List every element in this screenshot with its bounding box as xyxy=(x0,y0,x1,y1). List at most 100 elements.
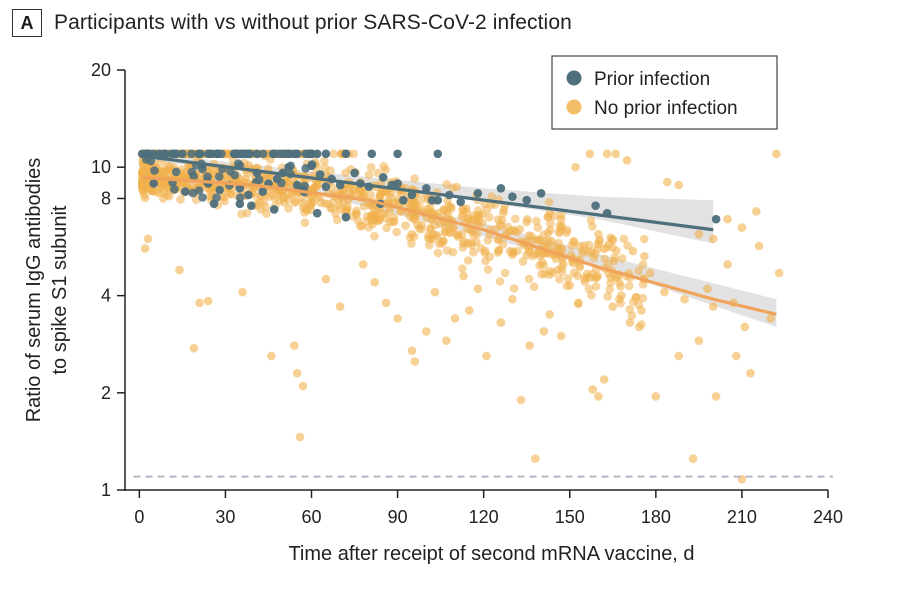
point-no-prior xyxy=(556,331,566,341)
point-no-prior xyxy=(140,244,150,253)
point-no-prior xyxy=(442,246,452,255)
point-no-prior xyxy=(605,285,614,294)
point-no-prior xyxy=(227,190,236,199)
point-prior xyxy=(350,168,359,178)
point-prior xyxy=(235,184,245,193)
point-prior xyxy=(235,199,245,209)
point-no-prior xyxy=(485,213,494,222)
point-no-prior xyxy=(401,221,410,230)
point-no-prior xyxy=(515,224,525,234)
point-prior xyxy=(422,184,431,193)
point-no-prior xyxy=(426,224,435,233)
point-no-prior xyxy=(381,165,390,175)
point-no-prior xyxy=(417,195,426,205)
point-no-prior xyxy=(137,168,147,177)
point-prior xyxy=(341,149,351,159)
point-prior xyxy=(188,188,198,198)
point-no-prior xyxy=(382,223,392,233)
point-no-prior xyxy=(740,322,750,332)
x-axis-title: Time after receipt of second mRNA vaccin… xyxy=(288,543,694,565)
point-no-prior xyxy=(424,240,434,250)
point-no-prior xyxy=(531,454,540,464)
point-no-prior xyxy=(238,287,247,297)
point-no-prior xyxy=(351,209,361,218)
point-prior xyxy=(209,199,219,209)
point-no-prior xyxy=(516,395,526,405)
point-no-prior xyxy=(320,156,329,166)
legend-marker-prior xyxy=(566,70,582,86)
point-prior xyxy=(312,208,322,218)
point-no-prior xyxy=(637,306,646,315)
point-no-prior xyxy=(569,268,579,277)
point-no-prior xyxy=(554,228,564,238)
point-no-prior xyxy=(299,203,308,212)
point-no-prior xyxy=(335,302,345,311)
point-no-prior xyxy=(435,219,445,229)
point-no-prior xyxy=(422,327,431,336)
point-prior xyxy=(247,201,256,210)
point-prior xyxy=(258,187,268,196)
point-no-prior xyxy=(331,209,340,218)
legend-label-prior: Prior infection xyxy=(594,69,710,90)
point-no-prior xyxy=(723,260,732,269)
point-no-prior xyxy=(539,327,549,336)
point-no-prior xyxy=(306,192,315,201)
point-prior xyxy=(341,212,351,222)
point-no-prior xyxy=(341,168,350,178)
point-no-prior xyxy=(632,292,641,302)
point-no-prior xyxy=(754,241,764,251)
point-no-prior xyxy=(242,208,252,218)
point-prior xyxy=(149,179,158,188)
point-no-prior xyxy=(487,192,497,201)
y-axis-title: Ratio of serum IgG antibodies to spike S1… xyxy=(23,158,71,423)
point-no-prior xyxy=(618,254,627,263)
point-no-prior xyxy=(737,223,747,232)
point-no-prior xyxy=(546,225,555,235)
point-no-prior xyxy=(612,246,621,256)
point-no-prior xyxy=(708,302,718,311)
point-no-prior xyxy=(494,235,504,244)
point-no-prior xyxy=(557,221,567,231)
point-no-prior xyxy=(602,149,612,159)
point-no-prior xyxy=(285,179,294,188)
point-no-prior xyxy=(567,241,576,251)
x-tick-label: 210 xyxy=(727,507,757,527)
point-no-prior xyxy=(195,298,204,308)
point-no-prior xyxy=(138,178,147,187)
point-no-prior xyxy=(143,234,153,244)
point-no-prior xyxy=(467,241,476,250)
point-no-prior xyxy=(555,274,564,284)
point-no-prior xyxy=(606,278,615,288)
point-no-prior xyxy=(358,260,368,269)
point-no-prior xyxy=(357,221,367,231)
point-prior xyxy=(150,166,159,175)
point-no-prior xyxy=(694,229,704,239)
point-no-prior xyxy=(500,268,510,278)
point-no-prior xyxy=(459,271,468,281)
point-no-prior xyxy=(366,190,375,199)
point-no-prior xyxy=(609,256,619,266)
point-prior xyxy=(393,179,402,188)
point-no-prior xyxy=(208,165,218,175)
legend-box xyxy=(551,55,778,130)
point-no-prior xyxy=(525,341,534,350)
point-no-prior xyxy=(189,343,199,353)
point-no-prior xyxy=(407,229,417,239)
point-no-prior xyxy=(329,149,339,159)
fit-line-prior xyxy=(144,154,714,232)
point-no-prior xyxy=(508,248,518,258)
point-no-prior xyxy=(533,223,543,232)
point-prior xyxy=(214,172,224,181)
point-no-prior xyxy=(594,237,604,246)
point-prior xyxy=(244,190,253,200)
x-tick-label: 180 xyxy=(641,507,671,527)
point-no-prior xyxy=(540,269,549,279)
x-tick-label: 60 xyxy=(301,507,321,527)
point-no-prior xyxy=(370,278,379,287)
point-prior xyxy=(217,149,226,159)
y-tick-label: 2 xyxy=(101,383,111,403)
point-no-prior xyxy=(381,298,391,308)
point-prior xyxy=(254,175,264,184)
point-prior xyxy=(215,185,224,195)
